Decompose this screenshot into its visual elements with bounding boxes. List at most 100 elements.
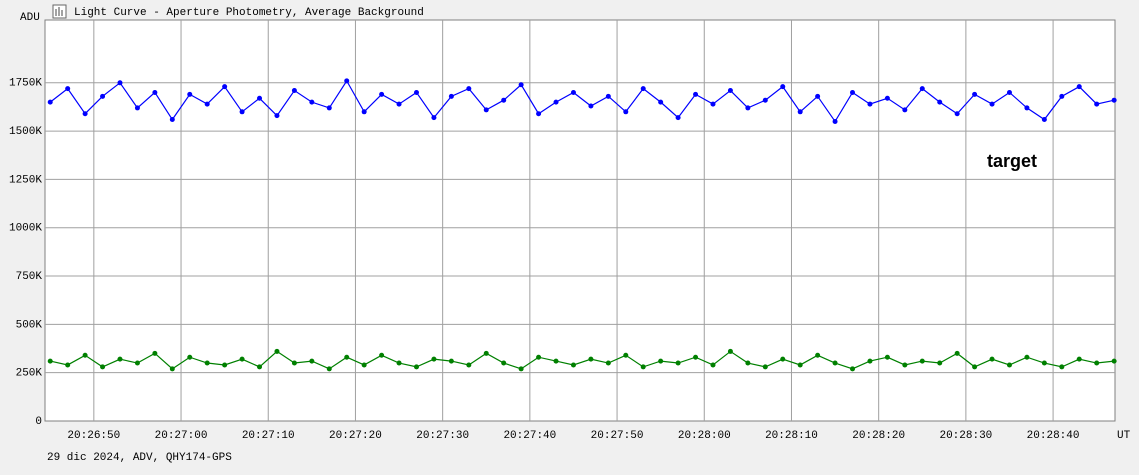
data-point: [239, 356, 245, 362]
data-point: [65, 86, 71, 92]
data-point: [344, 354, 350, 360]
data-point: [623, 352, 629, 358]
data-point: [605, 93, 611, 99]
data-point: [762, 97, 768, 103]
data-point: [1024, 105, 1030, 111]
data-point: [344, 78, 350, 84]
data-point: [1041, 117, 1047, 123]
data-point: [466, 86, 472, 92]
data-point: [884, 95, 890, 101]
data-point: [152, 350, 158, 356]
data-point: [623, 109, 629, 115]
data-point: [47, 358, 53, 364]
x-tick-label: 20:28:20: [852, 430, 905, 442]
data-point: [727, 348, 733, 354]
legend-label: target: [987, 151, 1037, 171]
x-tick-label: 20:27:40: [503, 430, 556, 442]
data-point: [675, 360, 681, 366]
data-point: [134, 105, 140, 111]
data-point: [1059, 364, 1065, 370]
data-point: [1006, 89, 1012, 95]
data-point: [1094, 101, 1100, 107]
data-point: [832, 360, 838, 366]
y-tick-label: 250K: [16, 368, 43, 380]
data-point: [396, 101, 402, 107]
data-point: [326, 105, 332, 111]
data-point: [815, 93, 821, 99]
series-line: [49, 79, 1115, 123]
data-point: [693, 354, 699, 360]
data-point: [658, 99, 664, 105]
x-tick-label: 20:27:30: [416, 430, 469, 442]
data-point: [396, 360, 402, 366]
data-point: [553, 358, 559, 364]
data-point: [954, 350, 960, 356]
data-point: [82, 111, 88, 117]
data-point: [937, 99, 943, 105]
data-point: [518, 82, 524, 88]
data-point: [710, 362, 716, 368]
data-point: [501, 97, 507, 103]
data-point: [1111, 97, 1117, 103]
data-point: [762, 364, 768, 370]
data-point: [1076, 84, 1082, 90]
x-tick-label: 20:28:40: [1027, 430, 1080, 442]
data-point: [204, 360, 210, 366]
data-point: [815, 352, 821, 358]
y-tick-label: 1500K: [9, 126, 42, 138]
data-point: [588, 356, 594, 362]
data-point: [309, 358, 315, 364]
data-point: [483, 107, 489, 113]
data-point: [448, 358, 454, 364]
data-point: [134, 360, 140, 366]
data-point: [797, 109, 803, 115]
data-point: [972, 364, 978, 370]
data-point: [867, 358, 873, 364]
data-point: [989, 356, 995, 362]
x-tick-label: 20:27:00: [155, 430, 208, 442]
data-point: [379, 91, 385, 97]
data-point: [361, 109, 367, 115]
data-point: [117, 80, 123, 86]
data-point: [274, 348, 280, 354]
data-point: [919, 86, 925, 92]
data-point: [483, 350, 489, 356]
plot-area: [44, 19, 1116, 422]
x-tick-label: 20:28:30: [939, 430, 992, 442]
x-axis-label: UT: [1117, 430, 1131, 442]
data-point: [745, 360, 751, 366]
data-point: [536, 111, 542, 117]
y-tick-label: 1250K: [9, 174, 42, 186]
data-point: [187, 354, 193, 360]
data-point: [658, 358, 664, 364]
data-point: [274, 113, 280, 119]
data-point: [1006, 362, 1012, 368]
data-point: [1094, 360, 1100, 366]
data-point: [536, 354, 542, 360]
data-point: [309, 99, 315, 105]
data-point: [780, 356, 786, 362]
data-point: [379, 352, 385, 358]
data-point: [291, 360, 297, 366]
x-tick-label: 20:27:50: [591, 430, 644, 442]
data-point: [361, 362, 367, 368]
data-point: [169, 117, 175, 123]
y-tick-label: 1750K: [9, 78, 42, 90]
y-axis-label: ADU: [20, 12, 40, 24]
data-point: [1076, 356, 1082, 362]
data-point: [152, 89, 158, 95]
data-point: [518, 366, 524, 372]
data-point: [65, 362, 71, 368]
data-point: [257, 95, 263, 101]
data-point: [937, 360, 943, 366]
data-point: [204, 101, 210, 107]
data-point: [466, 362, 472, 368]
footer: 29 dic 2024, ADV, QHY174-GPS: [47, 452, 232, 464]
data-point: [47, 99, 53, 105]
data-point: [291, 88, 297, 94]
data-point: [222, 84, 228, 90]
data-point: [850, 366, 856, 372]
x-tick-label: 20:28:00: [678, 430, 731, 442]
